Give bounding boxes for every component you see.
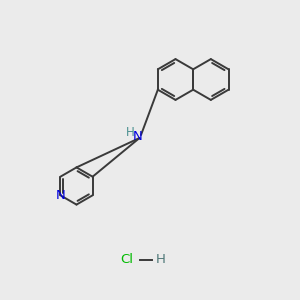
Text: H: H (156, 253, 166, 266)
Text: H: H (125, 126, 134, 140)
Text: N: N (56, 189, 65, 202)
Text: N: N (133, 130, 143, 143)
Text: Cl: Cl (121, 253, 134, 266)
